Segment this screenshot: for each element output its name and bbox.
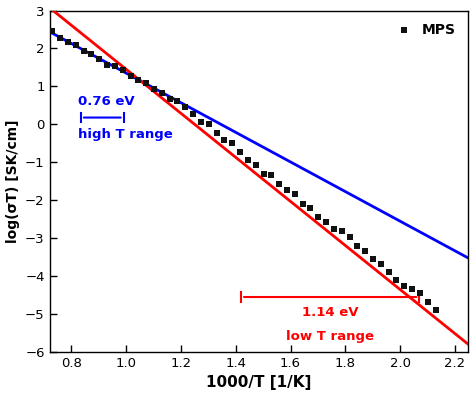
Text: low T range: low T range (286, 330, 374, 343)
MPS (220, 137, 228, 143)
MPS (338, 228, 346, 234)
Text: high T range: high T range (78, 128, 173, 141)
MPS (213, 129, 220, 136)
MPS (307, 204, 314, 211)
MPS (80, 48, 87, 54)
MPS (166, 95, 173, 102)
MPS (377, 261, 384, 267)
Legend: MPS: MPS (384, 17, 462, 43)
MPS (385, 269, 392, 275)
MPS (416, 290, 424, 297)
MPS (119, 67, 127, 74)
MPS (275, 181, 283, 187)
MPS (392, 276, 400, 283)
MPS (408, 286, 416, 293)
MPS (244, 157, 252, 163)
MPS (424, 299, 431, 305)
MPS (88, 51, 95, 57)
MPS (236, 148, 244, 155)
MPS (173, 97, 181, 104)
Y-axis label: log(σT) [SK/cm]: log(σT) [SK/cm] (6, 120, 19, 243)
MPS (346, 234, 353, 240)
MPS (228, 139, 236, 146)
MPS (189, 110, 197, 117)
MPS (432, 307, 439, 313)
MPS (103, 62, 111, 68)
Text: 0.76 eV: 0.76 eV (78, 95, 135, 108)
MPS (314, 214, 322, 221)
MPS (182, 104, 189, 110)
X-axis label: 1000/T [1/K]: 1000/T [1/K] (206, 375, 312, 390)
MPS (361, 248, 369, 254)
MPS (322, 219, 330, 225)
MPS (111, 63, 118, 69)
MPS (56, 35, 64, 41)
MPS (48, 28, 56, 34)
MPS (291, 191, 299, 198)
MPS (260, 170, 267, 177)
MPS (252, 162, 259, 168)
MPS (369, 256, 377, 262)
MPS (135, 77, 142, 83)
MPS (150, 86, 158, 92)
MPS (127, 73, 134, 80)
MPS (401, 283, 408, 289)
MPS (158, 89, 165, 96)
Text: 1.14 eV: 1.14 eV (302, 306, 358, 319)
MPS (299, 201, 306, 208)
MPS (283, 187, 291, 194)
MPS (95, 55, 103, 62)
MPS (64, 38, 72, 45)
MPS (205, 121, 212, 128)
MPS (354, 243, 361, 249)
MPS (330, 226, 337, 232)
MPS (267, 172, 275, 179)
MPS (142, 80, 150, 86)
MPS (72, 42, 80, 49)
MPS (197, 119, 205, 126)
